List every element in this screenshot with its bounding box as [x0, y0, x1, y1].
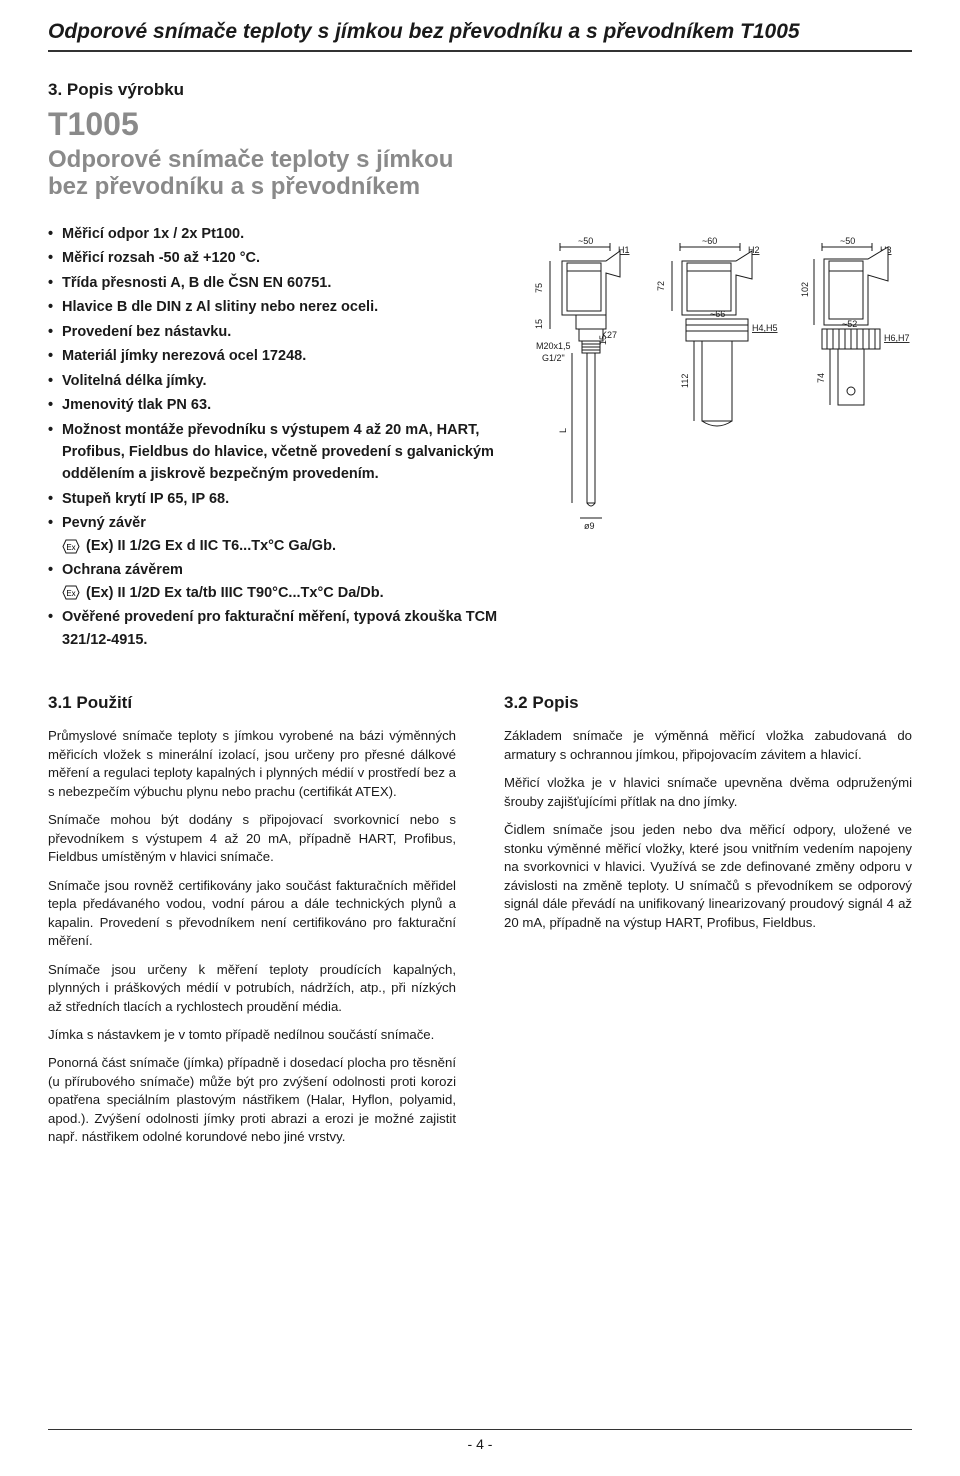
dim-label: ~66 [710, 309, 725, 319]
bullet-item: Třída přesnosti A, B dle ČSN EN 60751. [48, 272, 502, 294]
bullet-item: Stupeň krytí IP 65, IP 68. [48, 488, 502, 510]
paragraph: Snímače jsou určeny k měření teploty pro… [48, 961, 456, 1016]
page-footer: - 4 - [48, 1429, 912, 1452]
paragraph: Snímače mohou být dodány s připojovací s… [48, 811, 456, 866]
bullet-item: Měřicí rozsah -50 až +120 °C. [48, 247, 502, 269]
dim-label: 102 [800, 282, 810, 297]
ex-hexagon-icon: Ex [62, 539, 80, 554]
bullet-item: Ověřené provedení pro fakturační měření,… [48, 606, 502, 651]
paragraph: Průmyslové snímače teploty s jímkou vyro… [48, 727, 456, 801]
bullet-item: Hlavice B dle DIN z Al slitiny nebo nere… [48, 296, 502, 318]
paragraph: Měřicí vložka je v hlavici snímače upevn… [504, 774, 912, 811]
dim-label: ~52 [842, 319, 857, 329]
dim-label: 74 [816, 373, 826, 383]
section-number: 3. Popis výrobku [48, 80, 912, 100]
dim-ref: H4,H5 [752, 323, 778, 333]
dim-label: 112 [680, 373, 690, 387]
svg-text:Ex: Ex [66, 589, 75, 598]
paragraph: Snímače jsou rovněž certifikovány jako s… [48, 877, 456, 951]
ex-hexagon-icon: Ex [62, 585, 80, 600]
dim-label: ~50 [840, 236, 855, 246]
dim-ref: H6,H7 [884, 333, 910, 343]
page-number: - 4 - [468, 1436, 493, 1452]
feature-bullets: Měřicí odpor 1x / 2x Pt100. Měřicí rozsa… [48, 223, 502, 653]
svg-text:Ex: Ex [66, 543, 75, 552]
product-subtitle-l1: Odporové snímače teploty s jímkou [48, 146, 453, 173]
technical-drawing: ~50 H1 OK27 M20x1,5 G1/2" [532, 223, 912, 653]
product-subtitle: Odporové snímače teploty s jímkou bez př… [48, 146, 528, 201]
dim-label: 15 [534, 319, 544, 329]
page-header: Odporové snímače teploty s jímkou bez př… [48, 20, 912, 52]
dim-label: L [558, 428, 568, 433]
column-description: 3.2 Popis Základem snímače je výměnná mě… [504, 693, 912, 1157]
dim-label: ~60 [702, 236, 717, 246]
dim-label: ~50 [578, 236, 593, 246]
bullet-item: Možnost montáže převodníku s výstupem 4 … [48, 419, 502, 486]
paragraph: Jímka s nástavkem je v tomto případě ned… [48, 1026, 456, 1044]
bullet-sub: (Ex) II 1/2G Ex d IIC T6...Tx°C Ga/Gb. [86, 538, 336, 554]
paragraph: Základem snímače je výměnná měřicí vložk… [504, 727, 912, 764]
dim-label: M20x1,5 [536, 341, 571, 351]
dim-label: 15 [598, 335, 608, 345]
bullet-item: Materiál jímky nerezová ocel 17248. [48, 345, 502, 367]
column-title: 3.1 Použití [48, 693, 456, 713]
bullet-item: Volitelná délka jímky. [48, 370, 502, 392]
bullet-item: Provedení bez nástavku. [48, 321, 502, 343]
paragraph: Čidlem snímače jsou jeden nebo dva měřic… [504, 821, 912, 932]
bullet-item: Měřicí odpor 1x / 2x Pt100. [48, 223, 502, 245]
bullet-sub: (Ex) II 1/2D Ex ta/tb IIIC T90°C...Tx°C … [86, 585, 384, 601]
column-usage: 3.1 Použití Průmyslové snímače teploty s… [48, 693, 456, 1157]
bullet-item: Pevný závěr Ex (Ex) II 1/2G Ex d IIC T6.… [48, 512, 502, 557]
dim-label: ø9 [584, 521, 595, 531]
product-subtitle-l2: bez převodníku a s převodníkem [48, 173, 420, 200]
bullet-item: Jmenovitý tlak PN 63. [48, 394, 502, 416]
bullet-item: Ochrana závěrem Ex (Ex) II 1/2D Ex ta/tb… [48, 559, 502, 604]
column-title: 3.2 Popis [504, 693, 912, 713]
product-code: T1005 [48, 108, 912, 142]
dim-label: 72 [656, 281, 666, 291]
paragraph: Ponorná část snímače (jímka) případně i … [48, 1054, 456, 1146]
dim-label: 75 [534, 283, 544, 293]
dim-label: G1/2" [542, 353, 565, 363]
